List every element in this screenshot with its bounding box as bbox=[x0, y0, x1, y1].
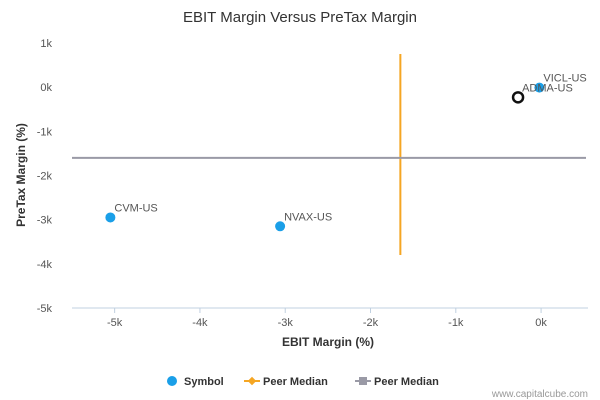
legend-label: Peer Median bbox=[374, 376, 439, 388]
legend-item: Symbol bbox=[167, 376, 224, 388]
x-axis-label: EBIT Margin (%) bbox=[282, 335, 374, 349]
legend-square-marker bbox=[359, 377, 367, 385]
data-point-label: VICL-US bbox=[543, 73, 586, 85]
watermark: www.capitalcube.com bbox=[491, 389, 588, 400]
y-tick-label: 0k bbox=[40, 82, 52, 94]
data-point-label: CVM-US bbox=[114, 202, 157, 214]
y-tick-label: 1k bbox=[40, 38, 52, 50]
x-tick-label: 0k bbox=[535, 317, 547, 329]
x-tick-label: -3k bbox=[278, 317, 294, 329]
y-tick-label: -4k bbox=[37, 259, 53, 271]
highlighted-data-point-label: ADMA-US bbox=[522, 82, 573, 94]
data-point-label: NVAX-US bbox=[284, 211, 332, 223]
x-tick-label: -4k bbox=[192, 317, 208, 329]
data-point bbox=[105, 212, 116, 223]
highlighted-data-point bbox=[511, 91, 525, 104]
chart-title: EBIT Margin Versus PreTax Margin bbox=[183, 9, 417, 26]
legend-diamond-marker bbox=[247, 376, 257, 386]
y-tick-label: -5k bbox=[37, 303, 53, 315]
legend: Symbol Peer Median Peer Median bbox=[167, 376, 439, 388]
x-tick-label: -1k bbox=[448, 317, 464, 329]
plot-area: 1k 0k -1k -2k -3k -4k -5k -5k -4k -3k -2k -1k 0k VICL… bbox=[37, 38, 588, 329]
data-point bbox=[534, 82, 545, 93]
legend-label: Peer Median bbox=[263, 376, 328, 388]
x-tick-label: -5k bbox=[107, 317, 123, 329]
legend-symbol-marker bbox=[167, 376, 177, 386]
y-tick-label: -2k bbox=[37, 171, 53, 183]
data-point bbox=[275, 221, 286, 232]
legend-label: Symbol bbox=[184, 376, 224, 388]
y-axis-label: PreTax Margin (%) bbox=[14, 123, 28, 227]
x-tick-label: -2k bbox=[363, 317, 379, 329]
y-tick-label: -1k bbox=[37, 126, 53, 138]
legend-item: Peer Median bbox=[355, 376, 439, 388]
legend-item: Peer Median bbox=[244, 376, 328, 388]
y-tick-label: -3k bbox=[37, 215, 53, 227]
